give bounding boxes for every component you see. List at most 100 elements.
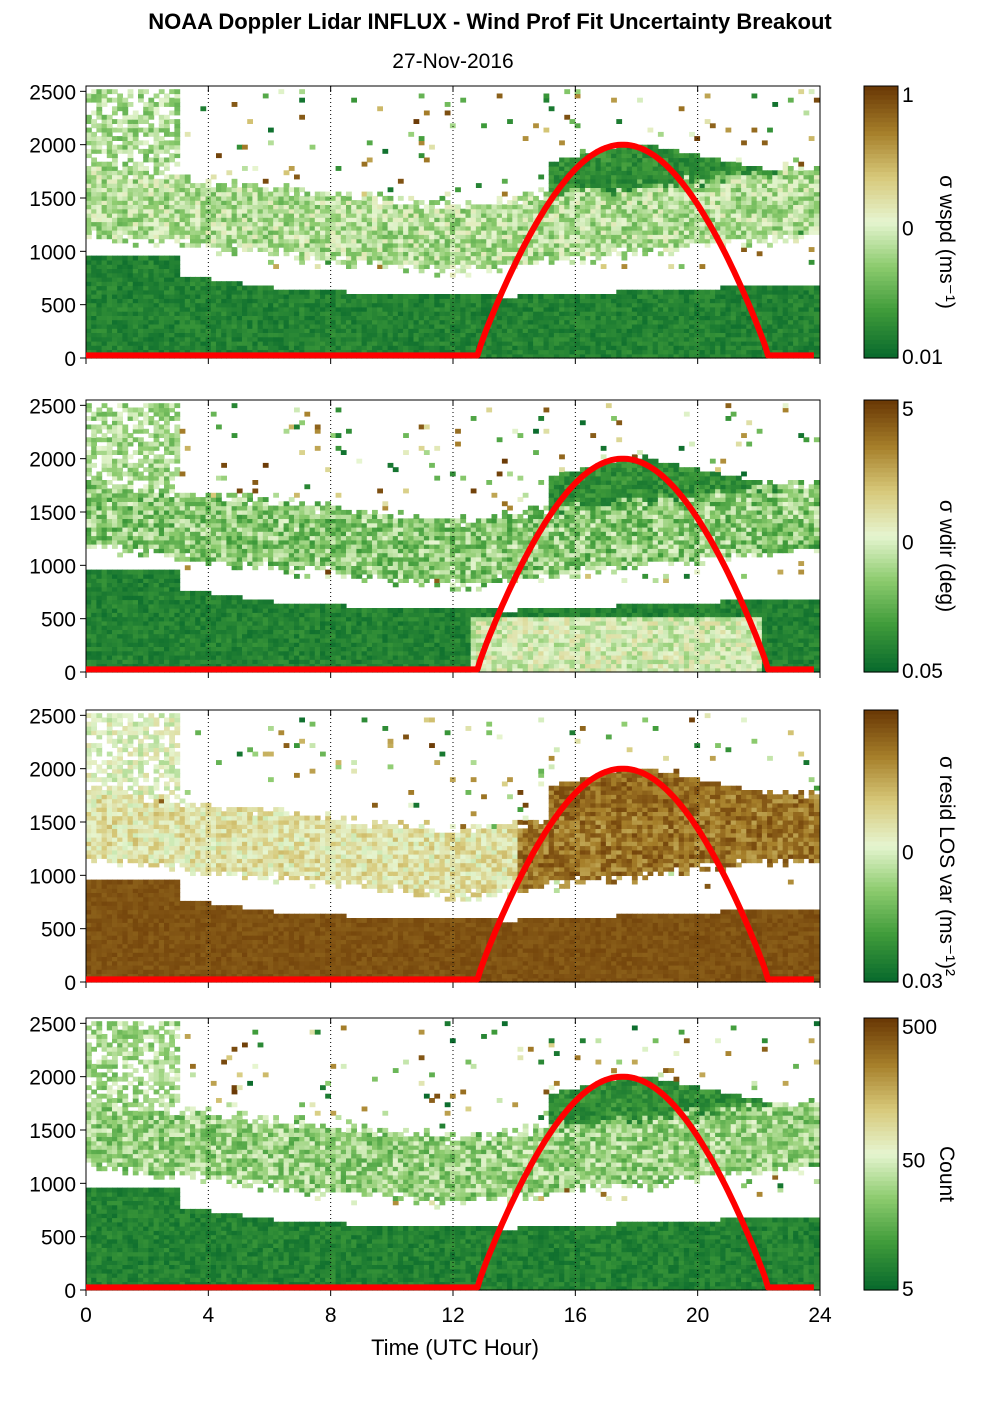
heatmap-cell: [242, 217, 248, 223]
heatmap-cell: [626, 315, 633, 321]
heatmap-cell: [735, 332, 742, 338]
heatmap-cell: [127, 328, 134, 333]
heatmap-cell: [725, 340, 732, 346]
heatmap-cell: [689, 340, 695, 346]
heatmap-cell: [449, 272, 456, 278]
heatmap-cell: [299, 251, 305, 257]
heatmap-cell: [626, 217, 633, 223]
heatmap-cell: [148, 200, 155, 205]
heatmap-cell: [174, 234, 181, 240]
heatmap-cell: [403, 238, 409, 244]
heatmap-cell: [231, 178, 238, 184]
heatmap-cell: [600, 332, 607, 338]
heatmap-cell: [683, 289, 690, 295]
heatmap-cell: [377, 264, 383, 269]
heatmap-cell: [647, 311, 654, 316]
heatmap-cell: [314, 294, 321, 299]
heatmap-cell: [642, 221, 649, 227]
heatmap-cell: [418, 230, 425, 235]
heatmap-cell: [221, 191, 227, 197]
heatmap-cell: [616, 187, 623, 193]
heatmap-cell: [652, 208, 659, 214]
heatmap-cell: [377, 315, 383, 321]
heatmap-cell: [621, 345, 628, 351]
heatmap-cell: [299, 242, 305, 248]
heatmap-cell: [715, 161, 721, 167]
heatmap-cell: [548, 238, 555, 244]
heatmap-cell: [288, 221, 295, 227]
heatmap-cell: [637, 195, 643, 201]
heatmap-cell: [262, 336, 269, 342]
heatmap-cell: [366, 230, 373, 235]
heatmap-cell: [751, 349, 758, 355]
heatmap-cell: [449, 217, 456, 223]
heatmap-cell: [164, 234, 170, 240]
heatmap-cell: [122, 195, 129, 201]
heatmap-cell: [101, 148, 108, 154]
heatmap-cell: [689, 332, 695, 338]
heatmap-cell: [455, 319, 461, 325]
heatmap-cell: [132, 195, 139, 201]
heatmap-cell: [96, 200, 103, 205]
heatmap-cell: [501, 336, 508, 342]
heatmap-cell: [585, 208, 591, 214]
heatmap-cell: [668, 289, 675, 295]
heatmap-cell: [678, 319, 685, 325]
heatmap-cell: [585, 187, 591, 193]
heatmap-cell: [132, 212, 139, 218]
heatmap-cell: [709, 170, 716, 176]
heatmap-cell: [169, 195, 175, 201]
heatmap-cell: [725, 127, 732, 133]
heatmap-cell: [699, 217, 706, 223]
heatmap-cell: [210, 319, 217, 325]
heatmap-cell: [465, 345, 472, 351]
heatmap-cell: [377, 298, 383, 304]
heatmap-cell: [642, 157, 649, 163]
heatmap-cell: [553, 174, 560, 180]
heatmap-cell: [335, 345, 342, 351]
heatmap-cell: [631, 306, 638, 312]
heatmap-cell: [496, 349, 503, 355]
heatmap-cell: [418, 315, 425, 321]
heatmap-cell: [221, 238, 227, 244]
heatmap-cell: [720, 217, 727, 223]
heatmap-cell: [169, 102, 175, 107]
heatmap-cell: [158, 97, 165, 103]
heatmap-cell: [751, 323, 758, 329]
heatmap-cell: [657, 153, 664, 159]
heatmap-cell: [715, 328, 721, 333]
heatmap-cell: [574, 251, 581, 257]
heatmap-cell: [709, 157, 716, 163]
heatmap-cell: [346, 200, 352, 205]
heatmap-cell: [652, 349, 659, 355]
heatmap-cell: [652, 340, 659, 346]
heatmap-cell: [611, 340, 617, 346]
heatmap-cell: [346, 311, 352, 316]
heatmap-cell: [221, 306, 227, 312]
heatmap-cell: [756, 178, 763, 184]
heatmap-cell: [559, 204, 565, 210]
heatmap-cell: [605, 204, 612, 210]
heatmap-cell: [325, 336, 331, 342]
heatmap-cell: [304, 225, 311, 231]
heatmap-cell: [397, 247, 404, 252]
heatmap-cell: [252, 323, 259, 329]
heatmap-cell: [231, 225, 238, 231]
heatmap-cell: [767, 332, 773, 338]
heatmap-cell: [621, 328, 628, 333]
heatmap-cell: [481, 259, 487, 265]
heatmap-cell: [777, 225, 784, 231]
heatmap-cell: [174, 127, 181, 133]
heatmap-cell: [257, 200, 264, 205]
heatmap-cell: [621, 187, 628, 193]
heatmap-cell: [382, 230, 389, 235]
heatmap-cell: [158, 323, 165, 329]
heatmap-cell: [392, 217, 399, 223]
heatmap-cell: [252, 315, 259, 321]
heatmap-cell: [216, 298, 222, 304]
heatmap-cell: [122, 289, 129, 295]
heatmap-cell: [236, 234, 243, 240]
heatmap-cell: [496, 323, 503, 329]
heatmap-cell: [470, 242, 477, 248]
heatmap-cell: [543, 251, 550, 257]
